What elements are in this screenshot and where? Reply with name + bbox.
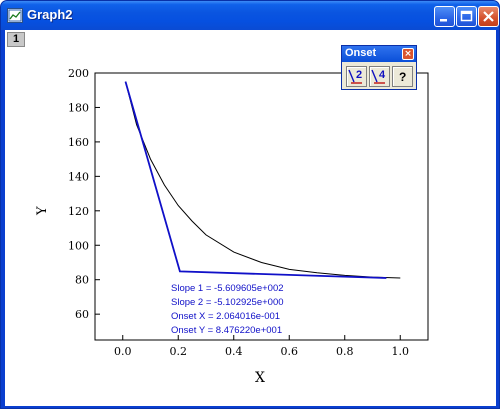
- y-tick-label: 80: [75, 274, 89, 287]
- window-title: Graph2: [27, 7, 73, 22]
- maximize-button[interactable]: [456, 6, 477, 27]
- graph-page[interactable]: 1: [5, 30, 496, 406]
- close-icon: [483, 11, 494, 22]
- maximize-icon: [460, 10, 473, 22]
- y-tick-label: 160: [68, 136, 89, 149]
- onset-results-label[interactable]: Slope 1 = -5.609605e+002 Slope 2 = -5.10…: [171, 283, 284, 336]
- x-axis-title[interactable]: X: [255, 370, 265, 386]
- onset-two-point-button[interactable]: 2: [346, 66, 367, 87]
- help-icon: ?: [399, 70, 407, 84]
- x-tick-label: 0.2: [170, 345, 188, 358]
- plot-series[interactable]: [124, 81, 401, 279]
- layer-tab[interactable]: 1: [7, 32, 25, 47]
- data-curve-line[interactable]: [125, 81, 401, 279]
- minimize-icon: [440, 19, 447, 22]
- onset-toolbar: Onset × 2 4 ?: [341, 45, 417, 90]
- y-axis-title[interactable]: Y: [35, 206, 50, 216]
- onset-tangent-line[interactable]: [124, 81, 387, 279]
- close-button[interactable]: [478, 6, 499, 27]
- onset-two-point-label: 2: [356, 69, 363, 81]
- minimize-button[interactable]: [434, 6, 455, 27]
- x-tick-label: 0.6: [281, 345, 299, 358]
- slope1-text: Slope 1 = -5.609605e+002: [171, 283, 284, 294]
- y-tick-label: 120: [68, 205, 89, 218]
- x-tick-label: 1.0: [392, 345, 410, 358]
- onset-four-point-button[interactable]: 4: [369, 66, 390, 87]
- onset-toolbar-titlebar[interactable]: Onset ×: [342, 46, 416, 62]
- x-tick-label: 0.8: [336, 345, 354, 358]
- x-tick-label: 0.4: [225, 345, 243, 358]
- x-axis[interactable]: 0.0 0.2 0.4 0.6 0.8 1.0: [114, 335, 409, 358]
- onset-four-point-label: 4: [379, 69, 386, 81]
- onset-curve-icon: [371, 69, 385, 84]
- y-tick-label: 60: [75, 308, 89, 321]
- onset-help-button[interactable]: ?: [392, 66, 413, 87]
- y-tick-label: 100: [68, 239, 89, 252]
- onset-toolbar-title: Onset: [345, 47, 377, 59]
- x-tick-label: 0.0: [114, 345, 132, 358]
- onset-close-button[interactable]: ×: [402, 48, 414, 60]
- onset-x-text: Onset X = 2.064016e-001: [171, 311, 280, 322]
- plot-frame: [94, 72, 429, 341]
- y-tick-label: 140: [68, 170, 89, 183]
- y-tick-label: 200: [68, 67, 89, 80]
- graph-window-icon[interactable]: [7, 8, 23, 23]
- onset-y-text: Onset Y = 8.476220e+001: [171, 325, 282, 336]
- y-axis[interactable]: 60 80 100 120 140 160 180 200: [68, 67, 100, 321]
- title-bar[interactable]: Graph2: [1, 1, 499, 30]
- slope2-text: Slope 2 = -5.102925e+000: [171, 297, 284, 308]
- onset-curve-icon: [348, 69, 362, 84]
- y-tick-label: 180: [68, 101, 89, 114]
